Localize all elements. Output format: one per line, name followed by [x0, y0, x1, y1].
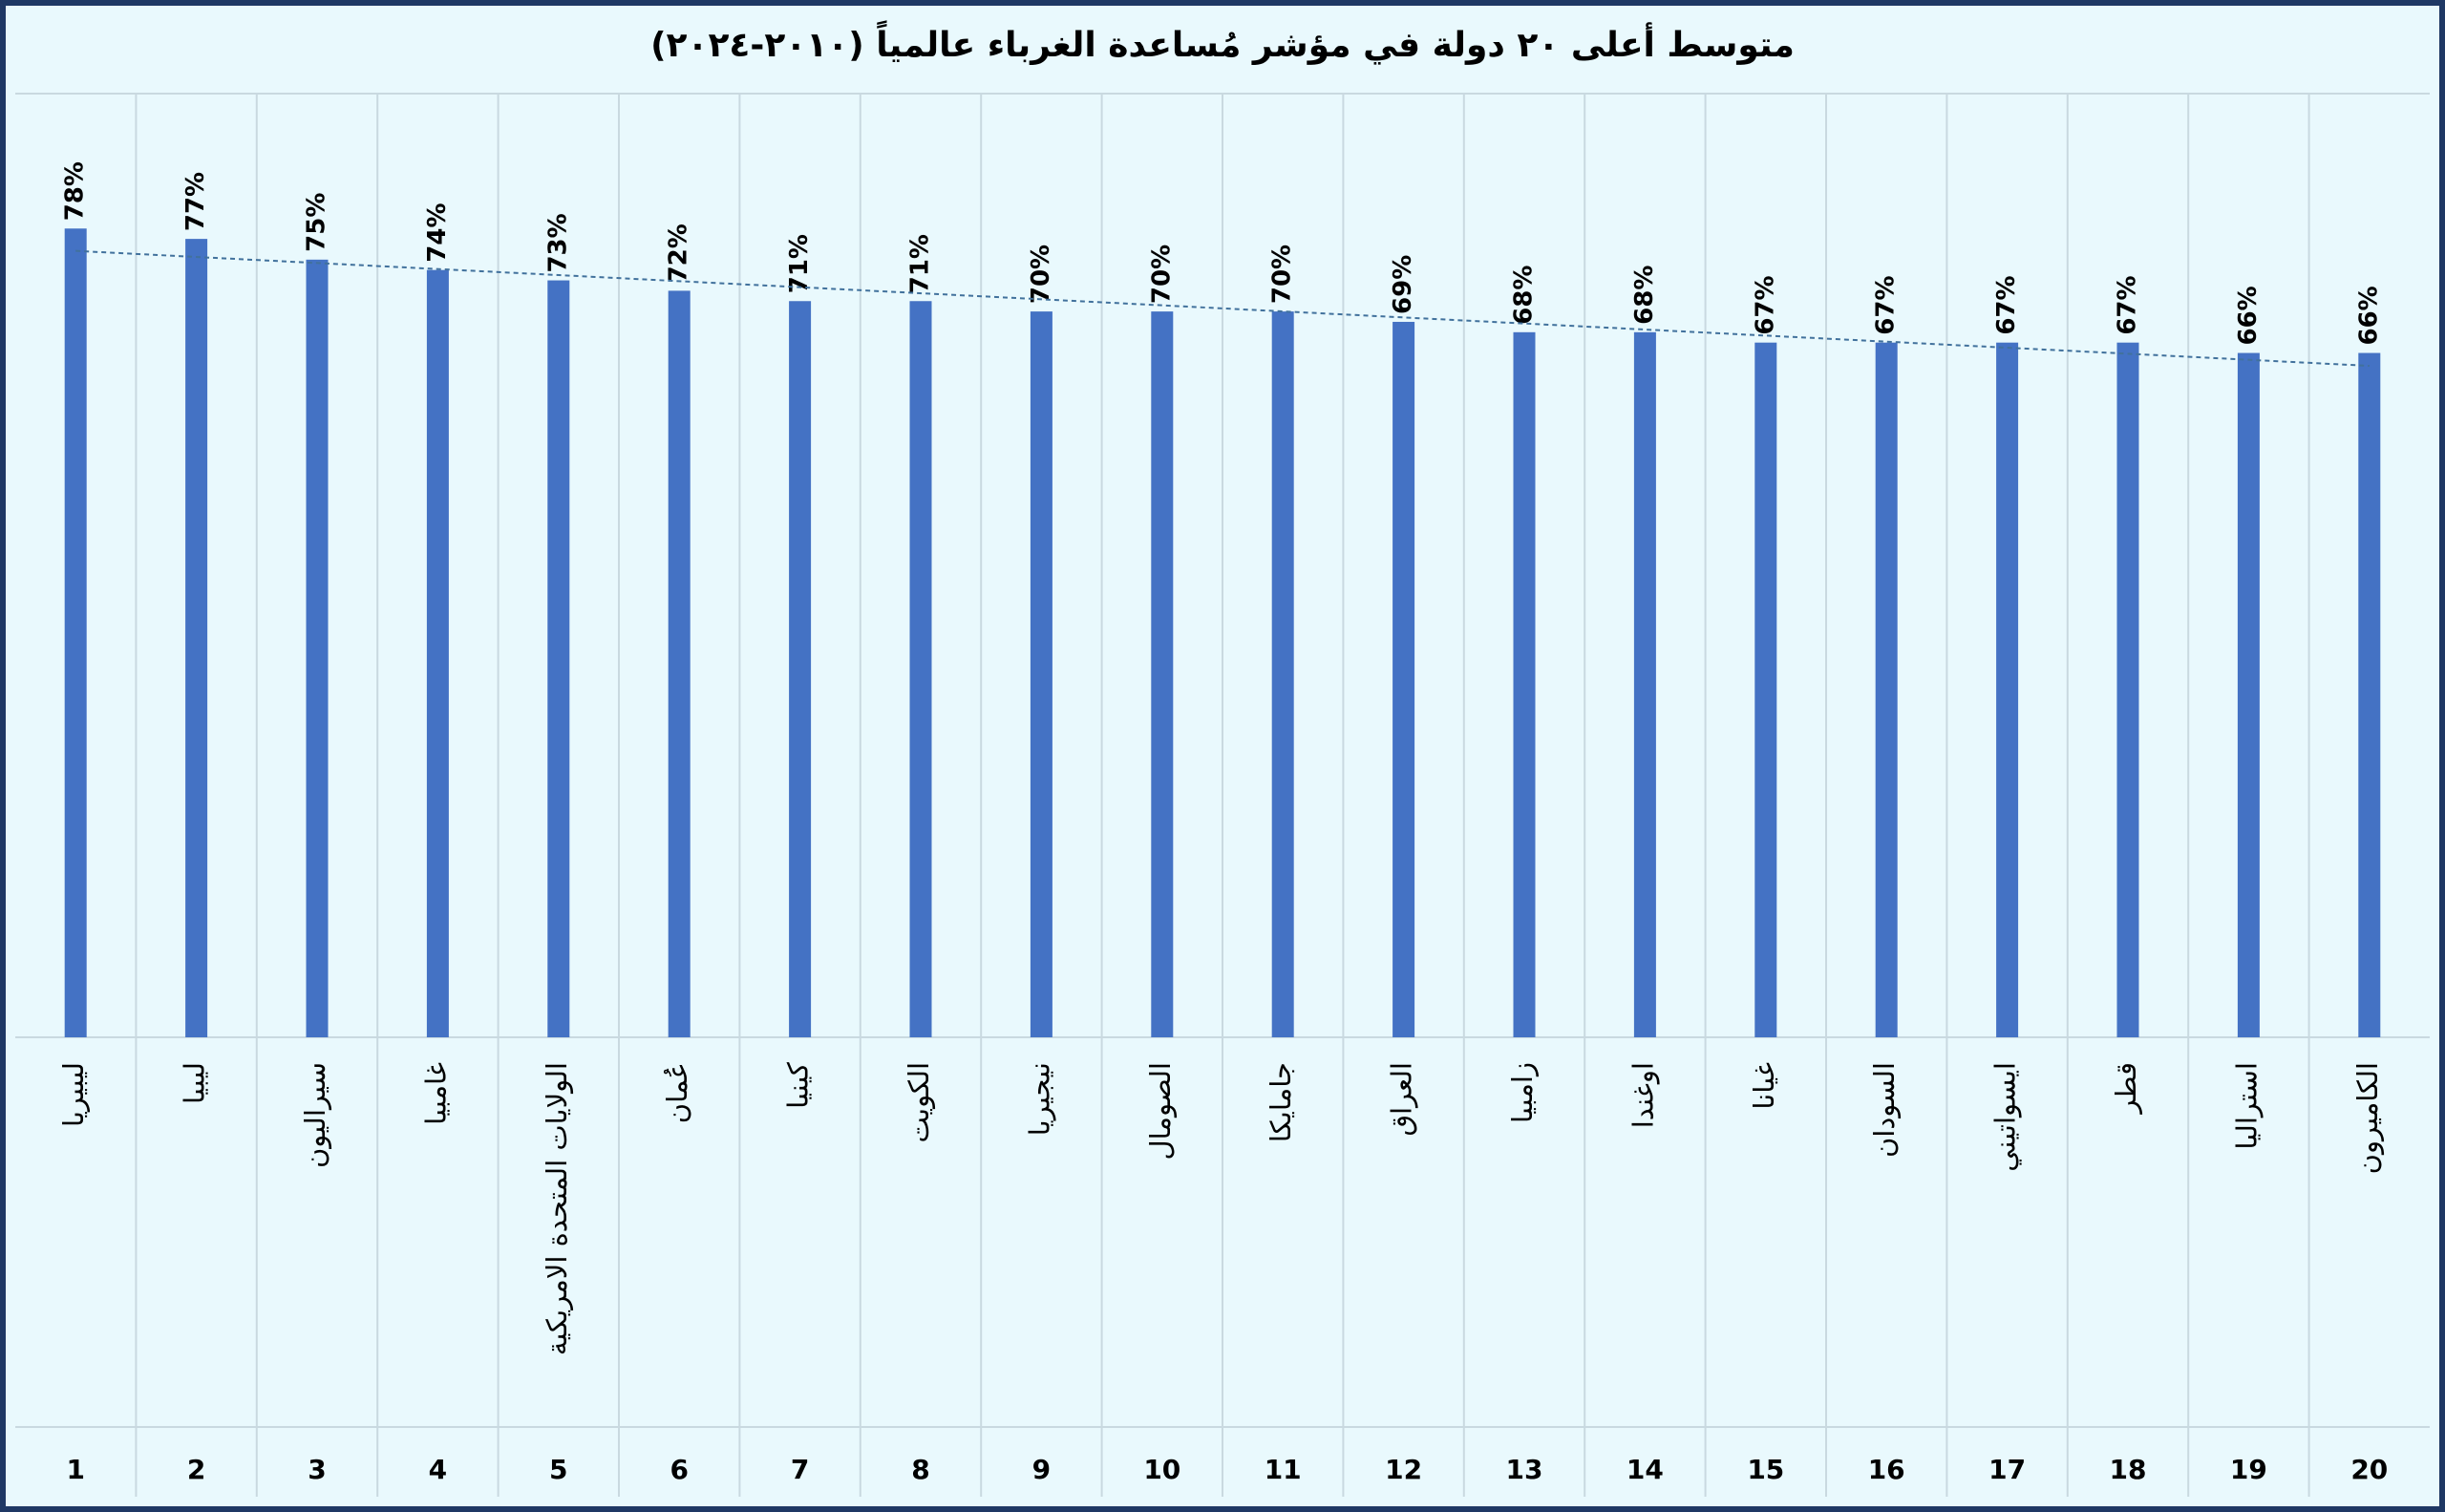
x-tick-label: نيجيريا	[1023, 1062, 1055, 1136]
value-label: 67%	[1872, 275, 1901, 334]
rank-label: 11	[1265, 1454, 1302, 1485]
bar	[1633, 331, 1656, 1037]
value-label: 67%	[1751, 275, 1779, 334]
bar	[668, 290, 691, 1037]
x-tick-label: الكاميرون	[2351, 1062, 2384, 1174]
rank-label: 4	[429, 1454, 447, 1485]
value-label: 70%	[1268, 245, 1297, 304]
value-label: 70%	[1027, 245, 1055, 304]
bar	[909, 301, 932, 1037]
rank-label: 7	[791, 1454, 809, 1485]
bar	[1754, 342, 1777, 1038]
x-tick-label: سيراليون	[299, 1062, 331, 1168]
value-label: 77%	[181, 172, 210, 231]
x-tick-label: ليبيا	[179, 1062, 211, 1104]
value-label: 73%	[543, 213, 572, 272]
x-tick-label: اوغندا	[1626, 1062, 1659, 1128]
rank-label: 2	[187, 1454, 205, 1485]
bar	[1393, 321, 1415, 1037]
x-tick-label: عُمان	[661, 1062, 693, 1123]
rank-label: 17	[1988, 1454, 2026, 1485]
rank-label: 9	[1032, 1454, 1051, 1485]
bar	[1996, 342, 2019, 1038]
bar	[2358, 352, 2381, 1037]
value-label: 74%	[423, 202, 452, 262]
rank-label: 10	[1143, 1454, 1180, 1485]
x-tick-label: قطر	[2110, 1062, 2142, 1116]
chart-title: متوسط أعلى ٢٠ دولة في مؤشر مُساعدة الغرب…	[650, 20, 1795, 65]
bar	[789, 301, 812, 1037]
rank-label: 3	[308, 1454, 326, 1485]
value-label: 66%	[2354, 286, 2383, 345]
bar	[547, 280, 570, 1037]
value-label: 69%	[1389, 255, 1417, 314]
bar	[1030, 311, 1052, 1038]
x-tick-label: الصومال	[1144, 1062, 1177, 1160]
rank-label: 6	[670, 1454, 688, 1485]
rank-label: 13	[1506, 1454, 1543, 1485]
bar	[426, 269, 449, 1037]
rank-label: 5	[549, 1454, 567, 1485]
bar	[64, 228, 87, 1037]
x-tick-label: الكويت	[903, 1062, 935, 1142]
bar	[306, 259, 329, 1037]
value-label: 78%	[61, 161, 90, 221]
rank-label: 15	[1747, 1454, 1784, 1485]
x-tick-label: العراق	[1386, 1062, 1418, 1136]
x-tick-label: استراليا	[2230, 1062, 2263, 1150]
rank-label: 20	[2350, 1454, 2388, 1485]
rank-label: 16	[1868, 1454, 1905, 1485]
rank-label: 18	[2110, 1454, 2147, 1485]
value-label: 71%	[906, 234, 935, 293]
rank-label: 14	[1626, 1454, 1664, 1485]
value-label: 72%	[665, 224, 693, 283]
value-label: 68%	[1630, 266, 1659, 325]
x-tick-label: السودان	[1868, 1062, 1901, 1158]
bar	[1151, 311, 1174, 1038]
bar	[2116, 342, 2139, 1038]
value-label: 67%	[2114, 275, 2142, 334]
x-tick-label: جامايكا	[1265, 1062, 1297, 1142]
bar	[1513, 331, 1536, 1037]
x-tick-label: ايسواتيني	[1989, 1062, 2023, 1172]
bar	[185, 239, 208, 1038]
rank-label: 12	[1385, 1454, 1422, 1485]
value-label: 68%	[1510, 266, 1539, 325]
bar	[1271, 311, 1294, 1038]
x-tick-label: زامبيا	[1506, 1062, 1539, 1123]
bar	[1875, 342, 1898, 1038]
value-label: 67%	[1992, 275, 2021, 334]
trendline	[75, 249, 2370, 368]
x-tick-label: غامبيا	[419, 1062, 452, 1125]
x-tick-label: ليبيريا	[57, 1062, 90, 1127]
x-tick-label: الولايات المتحدة الامريكية	[541, 1062, 573, 1355]
rank-label: 1	[66, 1454, 84, 1485]
rank-label: 19	[2230, 1454, 2267, 1485]
value-label: 66%	[2234, 286, 2263, 345]
x-tick-label: غيانا	[1748, 1062, 1780, 1110]
x-tick-label: كينيا	[782, 1062, 815, 1109]
value-label: 75%	[303, 193, 331, 252]
rank-label: 8	[911, 1454, 929, 1485]
bar	[2237, 352, 2260, 1037]
value-label: 70%	[1147, 245, 1176, 304]
value-label: 71%	[785, 234, 814, 293]
